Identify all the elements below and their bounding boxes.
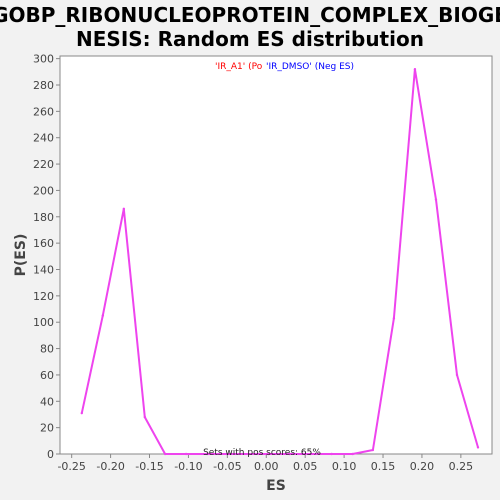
data-point <box>205 452 209 456</box>
data-point <box>267 452 270 456</box>
x-tick-label: -0.20 <box>96 460 124 473</box>
data-point <box>476 446 480 449</box>
data-point <box>330 452 333 456</box>
legend: 'IR_A1' (Po 'IR_DMSO' (Neg ES) <box>215 62 354 72</box>
data-point <box>143 415 147 419</box>
x-tick-label: -0.15 <box>135 460 163 473</box>
x-tick-label: -0.05 <box>213 460 241 473</box>
y-tick-label: 40 <box>40 395 54 408</box>
x-tick-label: 0.05 <box>293 460 318 473</box>
y-tick-label: 60 <box>40 369 54 382</box>
y-tick-label: 20 <box>40 422 54 435</box>
data-point <box>247 452 250 456</box>
data-point <box>392 317 396 320</box>
data-point <box>413 67 417 71</box>
y-tick-label: 100 <box>33 316 54 329</box>
x-axis-label: ES <box>266 478 286 494</box>
series-layer <box>80 67 480 456</box>
y-tick-label: 260 <box>33 105 54 118</box>
x-tick-label: 0.20 <box>410 460 435 473</box>
y-tick-label: 200 <box>33 184 54 197</box>
y-tick-label: 160 <box>33 237 54 250</box>
data-point <box>101 314 105 317</box>
data-point <box>351 452 354 456</box>
legend-item-pos: 'IR_A1' (Po <box>215 62 263 72</box>
x-tick-label: -0.10 <box>174 460 202 473</box>
y-axis: 0 20 40 60 80 100 120 140 160 180 200 220 240 260 280 3… <box>33 53 60 461</box>
pos-scores-annotation: Sets with pos scores: 65% <box>203 448 321 458</box>
data-point <box>455 373 459 377</box>
x-tick-label: 0.25 <box>449 460 474 473</box>
y-tick-label: 120 <box>33 290 54 303</box>
data-point <box>288 452 291 456</box>
series-line <box>80 68 479 455</box>
data-point <box>80 411 83 415</box>
y-axis-label: P(ES) <box>13 234 29 277</box>
plot-area <box>59 55 493 455</box>
y-tick-label: 180 <box>33 211 54 224</box>
data-point <box>122 207 126 211</box>
x-tick-label: 0.15 <box>371 460 396 473</box>
y-tick-label: 220 <box>33 158 54 171</box>
x-tick-label: 0.00 <box>254 460 279 473</box>
x-tick-label: -0.25 <box>57 460 85 473</box>
y-tick-label: 280 <box>33 79 54 92</box>
data-point <box>434 198 438 201</box>
data-point <box>226 452 229 456</box>
y-tick-label: 140 <box>33 263 54 276</box>
data-point <box>371 448 375 452</box>
data-point <box>184 452 188 456</box>
data-point <box>309 452 312 456</box>
y-tick-label: 0 <box>47 448 54 461</box>
x-axis: -0.25 -0.20 -0.15 -0.10 -0.05 0.00 0.05 0.10 0.1… <box>57 454 473 473</box>
legend-item-neg: 'IR_DMSO' (Neg ES) <box>266 62 354 72</box>
data-point <box>163 452 167 456</box>
x-tick-label: 0.10 <box>332 460 357 473</box>
y-tick-label: 80 <box>40 343 54 356</box>
y-tick-label: 240 <box>33 132 54 145</box>
chart-title-line-2: NESIS: Random ES distribution <box>76 27 424 51</box>
y-tick-label: 300 <box>33 53 54 66</box>
chart-title-line-1: GOBP_RIBONUCLEOPROTEIN_COMPLEX_BIOGE <box>0 3 500 27</box>
